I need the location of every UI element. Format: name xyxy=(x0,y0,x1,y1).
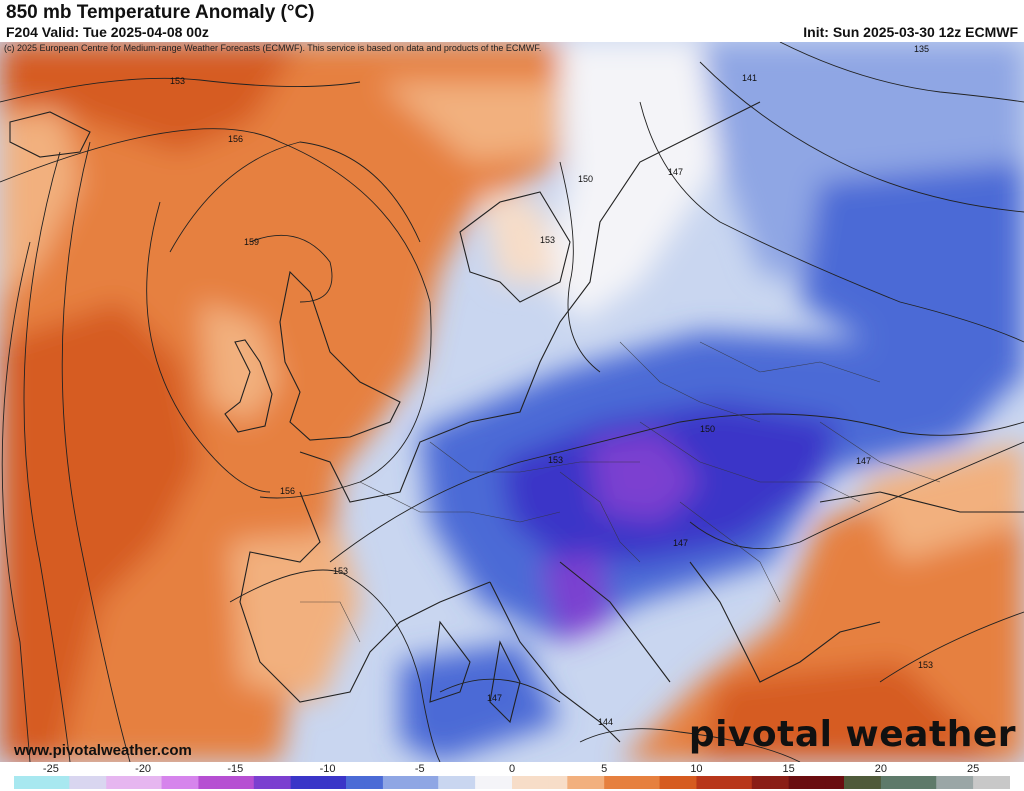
colorbar-tick-label: 0 xyxy=(508,763,516,775)
contour-label: 147 xyxy=(487,693,502,703)
contour-label: 153 xyxy=(540,235,555,245)
contour-label: 150 xyxy=(700,424,715,434)
colorbar xyxy=(14,776,1010,789)
colorbar-tick-label: 20 xyxy=(874,763,887,775)
colorbar-tick-label: 5 xyxy=(601,763,608,775)
contour-label: 156 xyxy=(228,134,243,144)
colorbar-swatch xyxy=(309,776,329,789)
colorbar-swatch xyxy=(161,776,181,789)
colorbar-swatch xyxy=(69,776,89,789)
colorbar-swatch xyxy=(419,776,439,789)
colorbar-swatch xyxy=(917,776,937,789)
colorbar-swatch xyxy=(548,776,568,789)
map-title: 850 mb Temperature Anomaly (°C) xyxy=(6,2,315,23)
contour-label: 147 xyxy=(856,456,871,466)
colorbar-swatch xyxy=(770,776,790,789)
colorbar-swatch xyxy=(438,776,458,789)
colorbar-swatch xyxy=(678,776,697,789)
colorbar-swatch xyxy=(290,776,310,789)
colorbar-swatch xyxy=(659,776,679,789)
website-link[interactable]: www.pivotalweather.com xyxy=(14,742,192,759)
colorbar-swatch xyxy=(272,776,292,789)
colorbar-swatch xyxy=(622,776,642,789)
colorbar-tick-label: -15 xyxy=(227,763,244,775)
colorbar-swatch xyxy=(825,776,845,789)
colorbar-swatch xyxy=(844,776,863,789)
colorbar-swatch xyxy=(253,776,273,789)
colorbar-swatch xyxy=(807,776,827,789)
colorbar-swatch xyxy=(954,776,974,789)
colorbar-swatch xyxy=(32,776,52,789)
colorbar-swatch xyxy=(899,776,919,789)
colorbar-swatch xyxy=(493,776,513,789)
pivotal-weather-logo: pivotal weather xyxy=(688,714,1016,755)
contour-label: 159 xyxy=(244,237,259,247)
contour-label: 153 xyxy=(170,76,185,86)
colorbar-swatch xyxy=(364,776,384,789)
colorbar-swatch xyxy=(475,776,495,789)
colorbar-swatch xyxy=(788,776,808,789)
colorbar-swatch xyxy=(880,776,900,789)
colorbar-swatch xyxy=(751,776,771,789)
colorbar-tick-label: -10 xyxy=(319,763,336,775)
contour-label: 153 xyxy=(918,660,933,670)
colorbar-swatch xyxy=(585,776,605,789)
colorbar-swatch xyxy=(235,776,255,789)
colorbar-swatch xyxy=(936,776,956,789)
colorbar-tick-label: 15 xyxy=(782,763,795,775)
contour-label: 153 xyxy=(548,455,563,465)
colorbar-swatch xyxy=(180,776,199,789)
contour-label: 141 xyxy=(742,73,757,83)
colorbar-tick-label: 10 xyxy=(690,763,703,775)
colorbar-swatch xyxy=(382,776,402,789)
colorbar-swatch xyxy=(216,776,236,789)
colorbar-swatch xyxy=(143,776,163,789)
colorbar-swatch xyxy=(346,776,365,789)
colorbar-swatch xyxy=(327,776,347,789)
colorbar-swatch xyxy=(512,776,531,789)
colorbar-swatch xyxy=(87,776,107,789)
contour-label: 153 xyxy=(333,566,348,576)
colorbar-tick-label: -5 xyxy=(414,763,425,775)
contour-label: 150 xyxy=(578,174,593,184)
init-time: Init: Sun 2025-03-30 12z ECMWF xyxy=(803,24,1018,40)
valid-time: F204 Valid: Tue 2025-04-08 00z xyxy=(6,24,209,40)
contour-label: 135 xyxy=(914,44,929,54)
contour-label: 156 xyxy=(280,486,295,496)
colorbar-swatch xyxy=(696,776,716,789)
colorbar-swatch xyxy=(862,776,882,789)
colorbar-swatch xyxy=(641,776,661,789)
colorbar-swatch xyxy=(991,776,1010,789)
colorbar-swatch xyxy=(14,776,33,789)
colorbar-tick-label: 25 xyxy=(966,763,980,775)
contour-label: 144 xyxy=(598,717,613,727)
contour-label: 147 xyxy=(673,538,688,548)
colorbar-tick-label: -25 xyxy=(42,763,59,775)
colorbar-swatch xyxy=(567,776,587,789)
colorbar-swatch xyxy=(198,776,218,789)
colorbar-swatch xyxy=(973,776,993,789)
colorbar-swatch xyxy=(456,776,476,789)
colorbar-swatch xyxy=(604,776,624,789)
colorbar-swatch xyxy=(714,776,734,789)
colorbar-swatch xyxy=(733,776,753,789)
colorbar-swatch xyxy=(124,776,144,789)
copyright-credit: (c) 2025 European Centre for Medium-rang… xyxy=(4,43,542,53)
colorbar-swatch xyxy=(50,776,70,789)
contour-label: 147 xyxy=(668,167,683,177)
colorbar-swatch xyxy=(401,776,421,789)
colorbar-swatch xyxy=(106,776,126,789)
anomaly-map: 153 156 159 156 153 150 147 141 135 153 … xyxy=(0,42,1024,762)
colorbar-tick-label: -20 xyxy=(135,763,152,775)
colorbar-swatch xyxy=(530,776,550,789)
